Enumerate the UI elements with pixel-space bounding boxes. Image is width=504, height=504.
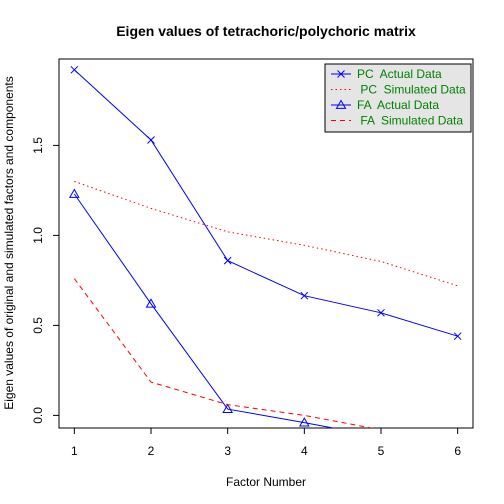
legend-label: FA Simulated Data [357, 114, 463, 128]
legend-label: PC Actual Data [357, 67, 442, 81]
y-axis-label: Eigen values of original and simulated f… [2, 76, 16, 410]
x-tick-label: 1 [71, 444, 78, 458]
series-line [74, 180, 458, 287]
legend-label: FA Actual Data [357, 98, 439, 112]
data-point [70, 65, 79, 74]
data-point [222, 403, 234, 413]
x-axis: 1 2 3 4 5 6 [71, 428, 461, 458]
y-tick-label: 0.5 [31, 317, 45, 334]
x-tick-label: 3 [224, 444, 231, 458]
legend-item: PC Simulated Data [331, 83, 466, 97]
y-tick-label: 0.0 [31, 407, 45, 424]
x-tick-label: 6 [454, 444, 461, 458]
series-line [73, 69, 458, 337]
series-1 [74, 180, 458, 287]
data-point [298, 417, 310, 427]
y-tick-label: 1.0 [31, 227, 45, 244]
x-tick-label: 2 [148, 444, 155, 458]
plot-frame [58, 58, 474, 429]
series-0 [70, 65, 462, 341]
chart-title: Eigen values of tetrachoric/polychoric m… [116, 23, 416, 39]
y-tick-label: 1.5 [31, 137, 45, 154]
legend-label: PC Simulated Data [357, 83, 466, 97]
series-2 [68, 188, 336, 428]
data-point [453, 332, 462, 341]
data-point [377, 308, 385, 317]
data-point [223, 256, 232, 265]
legend-item: PC Actual Data [331, 67, 442, 81]
series-layer [68, 65, 462, 428]
legend-item: FA Actual Data [331, 98, 439, 112]
data-point [147, 136, 155, 144]
x-axis-label: Factor Number [226, 475, 306, 489]
series-line [73, 278, 375, 428]
series-line [73, 193, 336, 428]
data-point [145, 298, 157, 308]
data-point [300, 291, 309, 300]
legend-marker [337, 70, 345, 78]
legend-marker [335, 99, 347, 109]
y-axis: 0.0 0.5 1.0 1.5 [31, 137, 59, 424]
x-tick-label: 5 [378, 444, 385, 458]
data-point [68, 188, 80, 198]
x-tick-label: 4 [301, 444, 308, 458]
legend-item: FA Simulated Data [331, 114, 463, 128]
series-3 [73, 278, 375, 428]
